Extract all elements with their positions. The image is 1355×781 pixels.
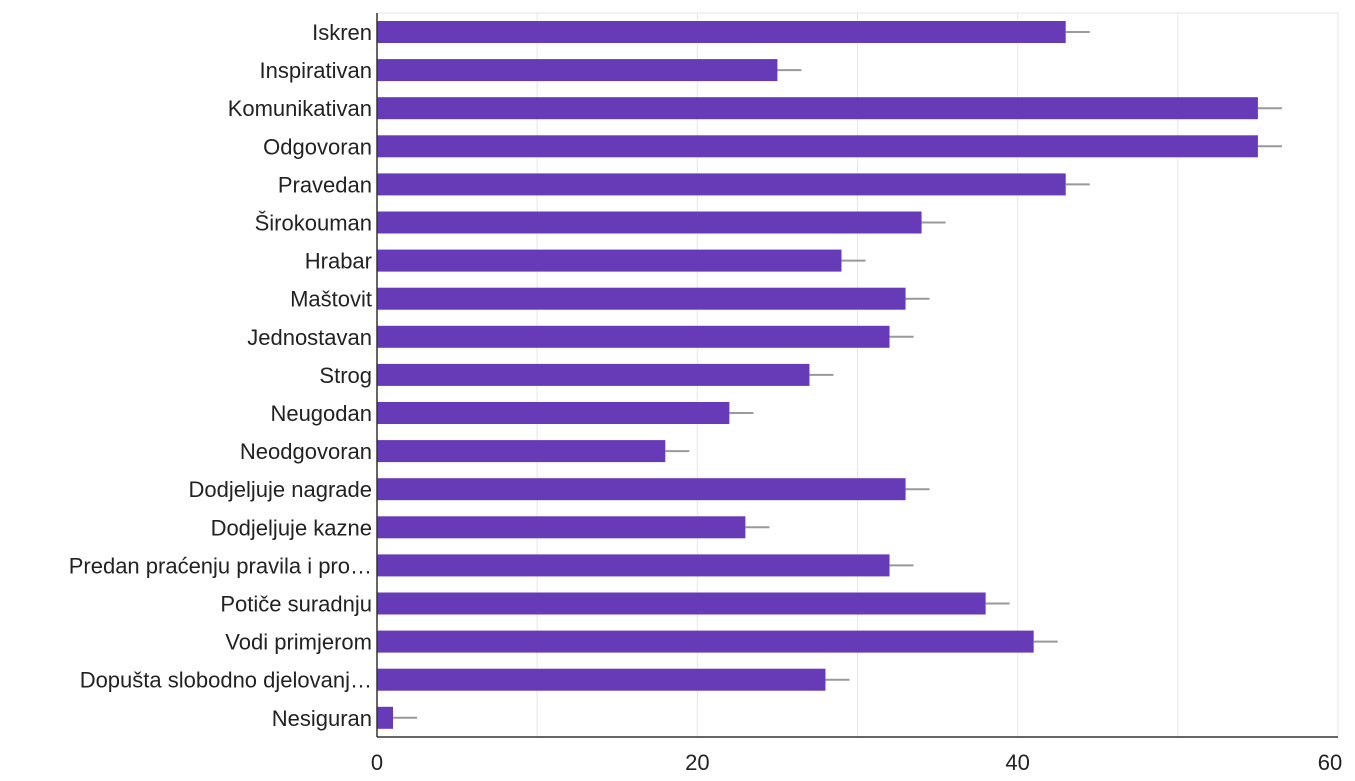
category-label-18: Nesiguran xyxy=(272,706,372,731)
bar-5 xyxy=(377,212,922,234)
bar-7 xyxy=(377,288,906,310)
category-label-13: Dodjeljuje kazne xyxy=(211,515,372,540)
bar-1 xyxy=(377,59,777,81)
category-label-4: Pravedan xyxy=(278,172,372,197)
category-label-16: Vodi primjerom xyxy=(225,630,372,655)
category-label-7: Maštovit xyxy=(290,287,372,312)
bar-17 xyxy=(377,669,825,691)
category-label-1: Inspirativan xyxy=(259,58,372,83)
bar-2 xyxy=(377,97,1258,119)
category-label-11: Neodgovoran xyxy=(240,439,372,464)
bar-13 xyxy=(377,516,745,538)
bar-18 xyxy=(377,707,393,729)
category-label-17: Dopušta slobodno djelovanj… xyxy=(80,668,372,693)
category-label-0: Iskren xyxy=(312,20,372,45)
bar-14 xyxy=(377,554,890,576)
category-label-5: Širokouman xyxy=(255,211,372,236)
category-labels: Iskren Inspirativan Komunikativan Odgovoran… xyxy=(69,20,372,731)
x-tick-label-0: 0 xyxy=(371,750,383,775)
category-label-3: Odgovoran xyxy=(263,134,372,159)
bar-6 xyxy=(377,250,841,272)
bar-11 xyxy=(377,440,665,462)
bar-3 xyxy=(377,135,1258,157)
category-label-15: Potiče suradnju xyxy=(220,592,372,617)
category-label-2: Komunikativan xyxy=(228,96,372,121)
x-tick-label-20: 20 xyxy=(685,750,709,775)
bar-8 xyxy=(377,326,890,348)
bar-9 xyxy=(377,364,809,386)
bar-10 xyxy=(377,402,729,424)
category-label-6: Hrabar xyxy=(305,249,372,274)
bar-16 xyxy=(377,631,1034,653)
x-tick-label-60: 60 xyxy=(1318,750,1342,775)
x-tick-label-40: 40 xyxy=(1005,750,1029,775)
category-label-8: Jednostavan xyxy=(247,325,372,350)
bar-15 xyxy=(377,593,986,615)
category-label-9: Strog xyxy=(319,363,372,388)
bar-12 xyxy=(377,478,906,500)
bar-4 xyxy=(377,173,1066,195)
category-label-12: Dodjeljuje nagrade xyxy=(189,477,372,502)
x-tick-labels: 0 20 40 60 xyxy=(371,750,1342,775)
bar-0 xyxy=(377,21,1066,43)
category-label-14: Predan praćenju pravila i pro… xyxy=(69,553,372,578)
category-label-10: Neugodan xyxy=(270,401,372,426)
